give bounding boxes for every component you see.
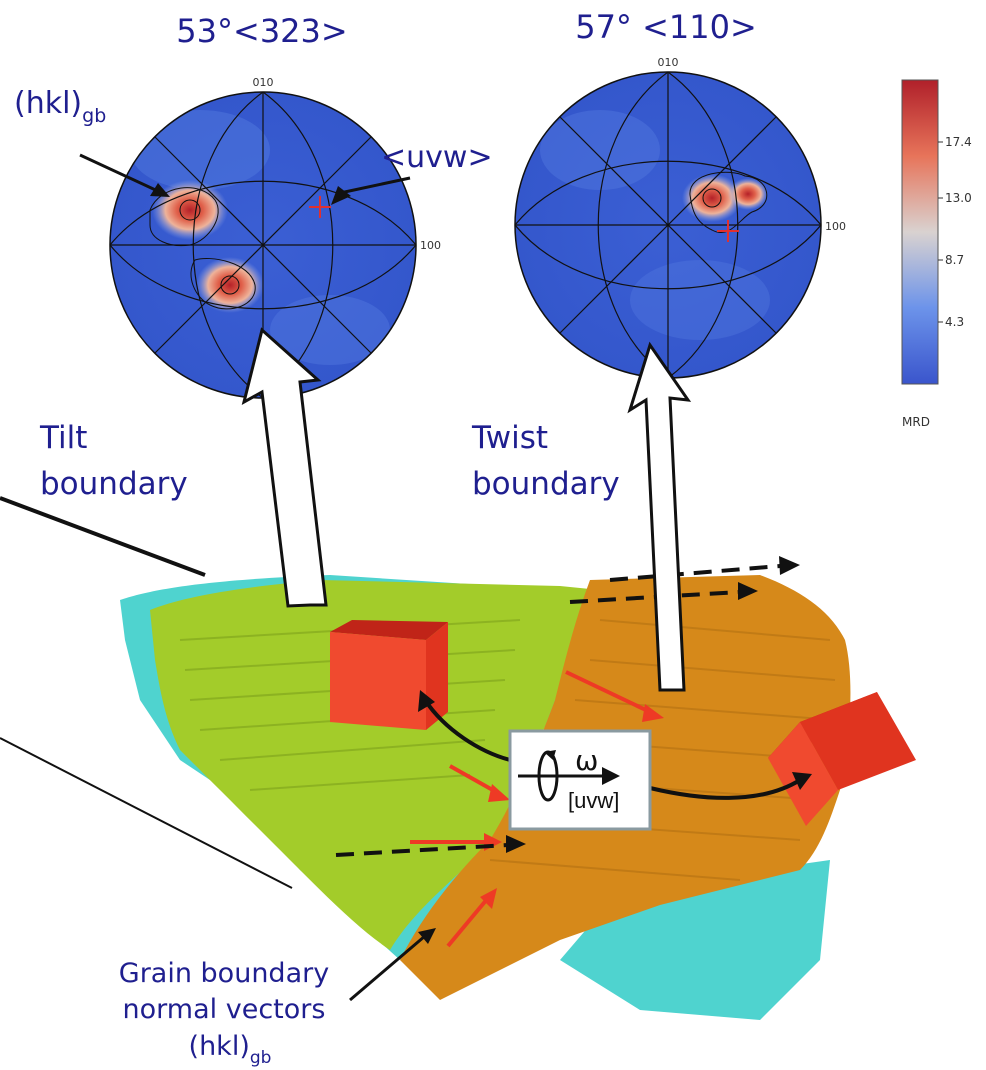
tilt-leader-line <box>0 496 206 577</box>
right-pf-100-label: 100 <box>825 220 846 233</box>
right-pole-figure: 010 100 <box>514 56 846 379</box>
left-pole-figure: 010 100 <box>109 76 441 399</box>
gb-pointer-arrow <box>349 934 426 1002</box>
gb-label-line2: normal vectors <box>123 994 326 1025</box>
twist-label-line1: Twist <box>471 420 548 456</box>
colorbar-unit: MRD <box>902 415 930 429</box>
right-rotation-arrow <box>649 778 802 800</box>
colorbar: 17.4 13.0 8.7 4.3 MRD <box>901 79 972 429</box>
colorbar-tick-2: 13.0 <box>945 191 972 205</box>
twist-leader-line <box>0 737 293 889</box>
left-pf-100-label: 100 <box>420 239 441 252</box>
tilt-label-line1: Tilt <box>39 420 87 456</box>
tilt-label-line2: boundary <box>40 466 188 502</box>
uvw-label: <uvw> <box>381 140 493 175</box>
left-pf-010-label: 010 <box>253 76 274 89</box>
right-pf-010-label: 010 <box>658 56 679 69</box>
left-rotation-arrow <box>423 698 511 762</box>
left-crystal-cube <box>330 620 448 730</box>
hkl-pointer-arrow <box>79 153 163 195</box>
rotation-axis-box: ω [uvw] <box>508 729 652 831</box>
colorbar-tick-1: 17.4 <box>945 135 972 149</box>
gb-normal-vectors <box>410 670 664 948</box>
omega-symbol: ω <box>575 744 598 777</box>
twist-arrow <box>627 341 692 692</box>
gb-label-line1: Grain boundary <box>119 958 329 989</box>
hkl-gb-label: (hkl)gb <box>14 86 106 127</box>
twist-label-line2: boundary <box>472 466 620 502</box>
right-pole-figure-title: 57° <110> <box>575 8 757 46</box>
uvw-pointer-arrow <box>339 176 411 195</box>
tilt-arrow <box>241 327 328 608</box>
uvw-axis-label: [uvw] <box>568 788 619 813</box>
colorbar-tick-3: 8.7 <box>945 253 964 267</box>
colorbar-tick-4: 4.3 <box>945 315 964 329</box>
left-pole-figure-title: 53°<323> <box>176 12 347 50</box>
gb-label-hkl: (hkl)gb <box>189 1031 272 1068</box>
